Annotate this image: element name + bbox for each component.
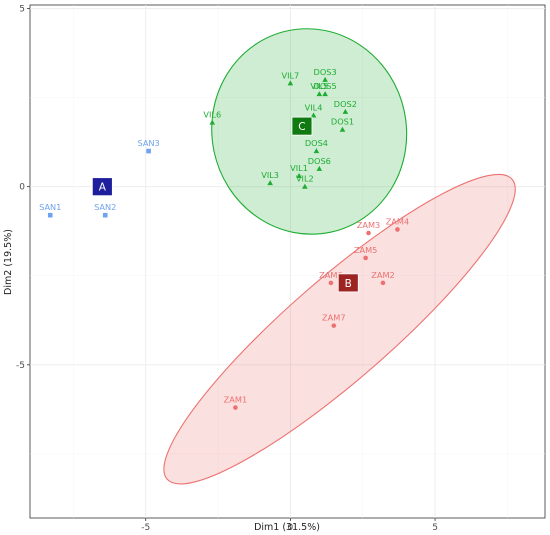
- point-marker: [233, 405, 238, 410]
- point-marker: [296, 173, 302, 178]
- point-marker: [316, 165, 323, 171]
- point-marker: [102, 212, 108, 218]
- point-marker: [47, 212, 53, 218]
- centroid-marker: [291, 116, 313, 136]
- point-label: ZAM6: [319, 270, 342, 280]
- point-label: DOS6: [308, 156, 331, 166]
- point-label: DOS1: [331, 117, 354, 127]
- data-points: SAN1 SAN2 SAN3 ZAM1 ZAM2 ZAM3 ZAM4 ZAM5 ZAM6 ZAM7…: [39, 67, 409, 410]
- point-label: ZAM7: [322, 313, 345, 323]
- point-label: ZAM1: [224, 395, 247, 405]
- centroid-label: A: [99, 182, 107, 194]
- y-tick-label: 0: [19, 183, 25, 193]
- point-marker: [328, 280, 334, 286]
- point-label: SAN3: [137, 138, 159, 148]
- plot-panel: [29, 4, 546, 519]
- point-label: DOS2: [334, 99, 357, 109]
- point-label: VIL3: [261, 170, 279, 180]
- centroid-marker: [337, 273, 359, 293]
- point-label: VIL6: [203, 110, 221, 120]
- point-marker: [380, 280, 386, 286]
- point-marker: [287, 80, 294, 86]
- point-marker: [342, 108, 349, 114]
- point-label: SAN1: [39, 202, 61, 212]
- point-label: DOS3: [314, 67, 337, 77]
- x-axis-title: Dim1 (31.5%): [254, 522, 320, 533]
- centroid-label: B: [345, 278, 352, 290]
- point-label: SAN2: [94, 202, 116, 212]
- point-marker: [146, 148, 151, 154]
- point-marker: [313, 148, 320, 154]
- y-tick-label: -5: [16, 361, 25, 371]
- point-label: DOS4: [305, 138, 328, 148]
- axis-ticks: -5 0 5 -5 0 5: [16, 5, 438, 533]
- point-marker: [267, 180, 273, 186]
- point-marker: [322, 76, 328, 82]
- point-label: VIL7: [281, 70, 299, 80]
- x-tick-label: -5: [141, 523, 150, 533]
- point-label: VIL4: [305, 102, 323, 112]
- point-label: ZAM2: [371, 270, 394, 280]
- centroid-label: C: [298, 121, 305, 133]
- point-marker: [395, 227, 400, 232]
- centroid-marker: [91, 177, 113, 197]
- x-tick-label: 5: [432, 523, 438, 533]
- point-marker: [316, 91, 323, 97]
- group-centroids: A B C: [91, 116, 359, 293]
- point-marker: [339, 126, 346, 132]
- point-label: ZAM3: [357, 220, 380, 230]
- ellipse-b: [163, 173, 516, 485]
- point-marker: [363, 255, 368, 261]
- y-tick-label: 5: [19, 5, 25, 15]
- point-marker: [366, 230, 371, 236]
- point-label: VIL2: [296, 174, 314, 184]
- y-axis-title: Dim2 (19.5%): [3, 229, 14, 295]
- point-marker: [209, 119, 216, 125]
- grid-lines: [30, 5, 545, 518]
- point-label: ZAM4: [386, 216, 409, 226]
- point-marker: [302, 183, 308, 189]
- point-label: ZAM5: [354, 245, 377, 255]
- point-label: VIL1: [290, 163, 308, 173]
- point-marker: [331, 323, 337, 328]
- point-marker: [322, 91, 328, 97]
- point-marker: [310, 112, 317, 118]
- x-tick-label: 0: [288, 523, 294, 533]
- point-label: DOS5: [314, 81, 337, 91]
- point-label: VIL5: [310, 81, 328, 91]
